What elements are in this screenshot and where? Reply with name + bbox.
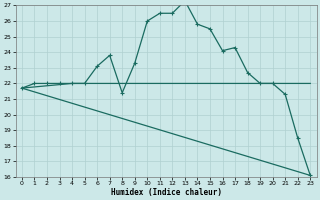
X-axis label: Humidex (Indice chaleur): Humidex (Indice chaleur) <box>111 188 221 197</box>
